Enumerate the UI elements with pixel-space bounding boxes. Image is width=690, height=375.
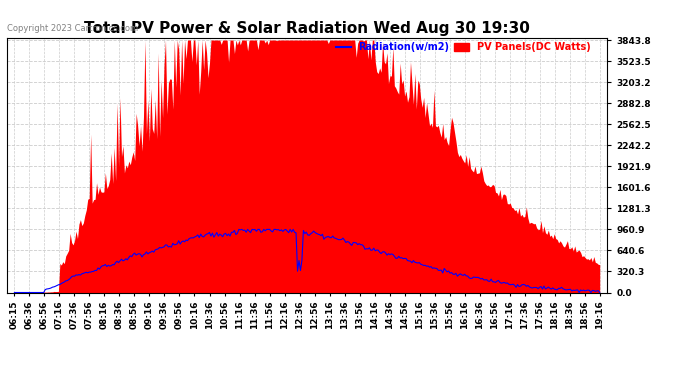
Text: Copyright 2023 Cartronics.com: Copyright 2023 Cartronics.com [7, 24, 138, 33]
Legend: Radiation(w/m2), PV Panels(DC Watts): Radiation(w/m2), PV Panels(DC Watts) [336, 42, 591, 52]
Title: Total PV Power & Solar Radiation Wed Aug 30 19:30: Total PV Power & Solar Radiation Wed Aug… [84, 21, 530, 36]
